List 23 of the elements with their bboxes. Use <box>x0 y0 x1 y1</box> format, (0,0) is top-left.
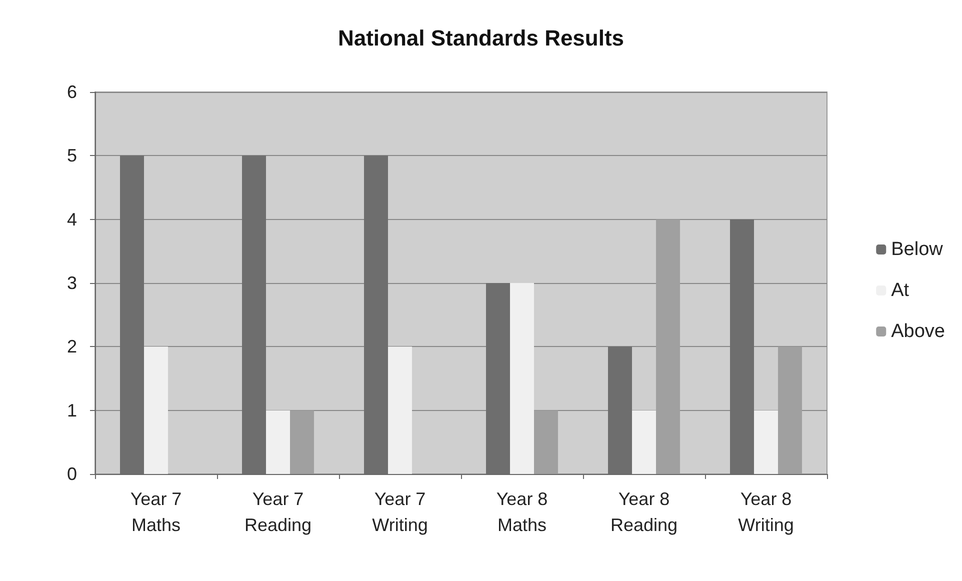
x-tick-label: Year 8 Maths <box>496 489 548 535</box>
x-tick-label: Year 7 Writing <box>372 489 428 535</box>
x-tick-label: Year 8 Writing <box>738 489 794 535</box>
bar <box>754 410 778 474</box>
bar <box>266 410 290 474</box>
y-tick-label: 2 <box>66 336 77 357</box>
bar <box>144 346 168 474</box>
legend-label: Below <box>891 239 944 260</box>
chart-title: National Standards Results <box>338 26 624 50</box>
legend-label: At <box>891 280 910 301</box>
legend-label: Above <box>891 321 945 342</box>
y-tick-label: 1 <box>66 400 77 420</box>
x-tick-label: Year 7 Reading <box>244 489 312 535</box>
y-tick-label: 5 <box>66 146 77 166</box>
bar <box>388 346 412 474</box>
y-tick-label: 0 <box>66 464 77 484</box>
y-tick-label: 3 <box>66 273 77 293</box>
x-tick-label: Year 8 Reading <box>610 489 678 535</box>
bar <box>510 283 534 474</box>
x-tick-label: Year 7 Maths <box>130 489 182 535</box>
y-tick-label: 6 <box>66 82 77 102</box>
bar <box>632 410 656 474</box>
y-tick-label: 4 <box>66 209 77 230</box>
